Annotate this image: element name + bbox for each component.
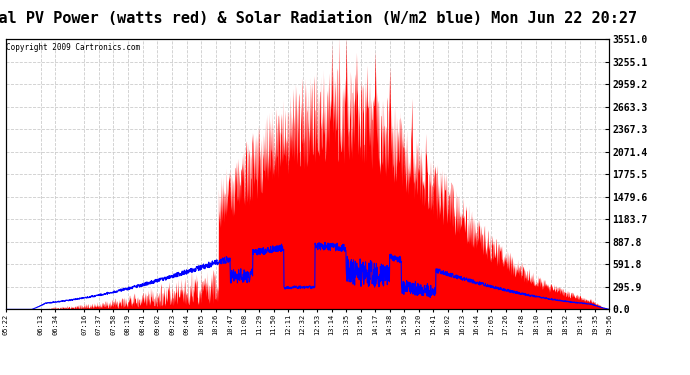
Text: Total PV Power (watts red) & Solar Radiation (W/m2 blue) Mon Jun 22 20:27: Total PV Power (watts red) & Solar Radia… <box>0 11 637 26</box>
Text: Copyright 2009 Cartronics.com: Copyright 2009 Cartronics.com <box>6 44 140 52</box>
